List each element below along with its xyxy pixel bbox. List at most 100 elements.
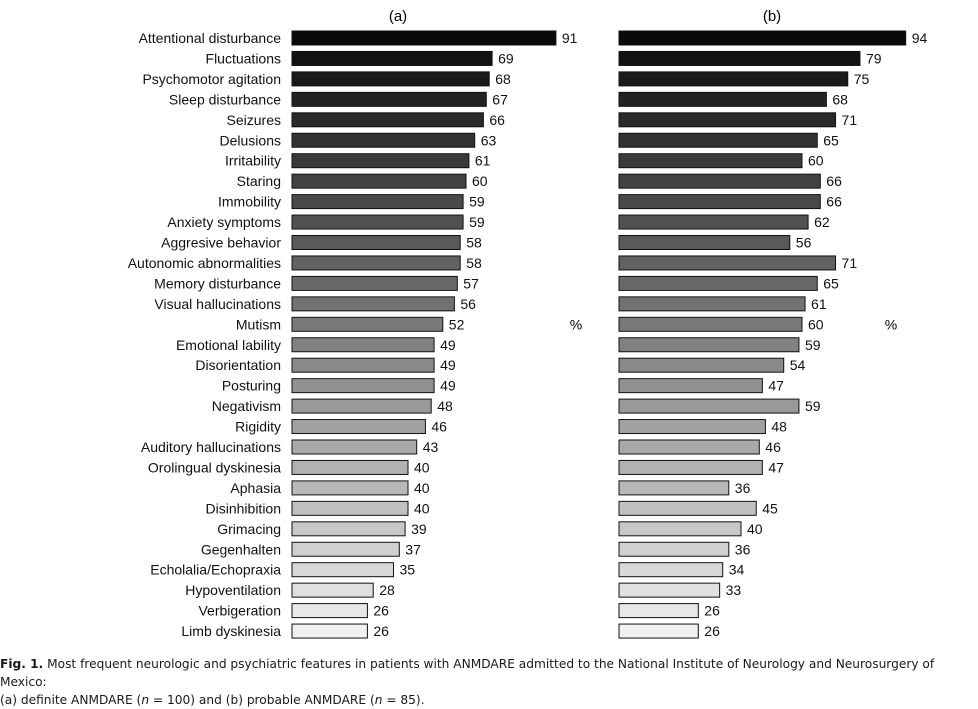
data-label-a: 39	[411, 521, 427, 537]
category-label: Anxiety symptoms	[167, 214, 281, 230]
caption-text-1: Most frequent neurologic and psychiatric…	[0, 657, 935, 689]
category-label: Echolalia/Echopraxia	[150, 562, 281, 578]
category-label: Fluctuations	[206, 50, 281, 66]
panel-b: (b)9479756871656066666256716561605954475…	[618, 8, 927, 639]
bar-a	[291, 378, 435, 394]
data-label-a: 49	[440, 337, 456, 353]
data-label-a: 26	[373, 603, 389, 619]
bar-b	[618, 541, 730, 557]
bar-a	[291, 500, 409, 516]
category-label: Auditory hallucinations	[141, 439, 281, 455]
bar-a	[291, 541, 400, 557]
bar-b	[618, 439, 760, 455]
category-label: Orolingual dyskinesia	[148, 459, 281, 475]
data-label-b: 65	[823, 275, 839, 291]
bar-b	[618, 500, 757, 516]
bar-b	[618, 357, 785, 373]
bar-a	[291, 132, 476, 148]
data-label-b: 26	[704, 603, 720, 619]
bar-a	[291, 603, 368, 619]
bar-b	[618, 30, 907, 46]
bar-b	[618, 337, 800, 353]
data-label-b: 59	[805, 337, 821, 353]
bar-a	[291, 30, 557, 46]
bar-b	[618, 623, 699, 639]
bar-a	[291, 153, 470, 169]
category-label: Delusions	[220, 132, 281, 148]
data-label-b: 54	[790, 357, 806, 373]
category-label: Psychomotor agitation	[142, 71, 281, 87]
bar-b	[618, 419, 766, 435]
caption-line-2: (a) definite ANMDARE (n = 100) and (b) p…	[0, 691, 976, 709]
data-label-a: 60	[472, 173, 488, 189]
bar-b	[618, 480, 730, 496]
unit-label-a: %	[570, 316, 582, 332]
category-label: Disorientation	[195, 357, 281, 373]
data-label-a: 63	[481, 132, 497, 148]
bar-a	[291, 296, 455, 312]
bar-a	[291, 316, 444, 332]
data-label-a: 58	[466, 255, 482, 271]
data-label-a: 52	[449, 316, 465, 332]
bar-b	[618, 255, 837, 271]
bar-b	[618, 50, 861, 66]
bar-a	[291, 582, 374, 598]
data-label-b: 59	[805, 398, 821, 414]
data-label-b: 45	[762, 500, 778, 516]
data-label-b: 36	[735, 541, 751, 557]
bar-a	[291, 255, 461, 271]
figure-caption: Fig. 1. Most frequent neurologic and psy…	[0, 655, 976, 709]
data-label-b: 61	[811, 296, 827, 312]
data-label-b: 66	[826, 173, 842, 189]
caption-text-2b: = 100) and (b) probable ANMDARE (	[149, 693, 375, 707]
bar-b	[618, 235, 791, 250]
category-label: Aggresive behavior	[161, 235, 281, 251]
bar-b	[618, 378, 763, 394]
figure-canvas: Attentional disturbance Fluctuations Psych…	[128, 8, 928, 639]
bar-a	[291, 173, 467, 189]
category-label: Grimacing	[217, 521, 281, 537]
data-label-a: 49	[440, 378, 456, 394]
category-label: Autonomic abnormalities	[128, 255, 281, 271]
category-label: Seizures	[227, 112, 281, 128]
category-label: Hypoventilation	[185, 582, 281, 598]
bar-a	[291, 480, 409, 496]
bar-a	[291, 398, 432, 414]
bar-a	[291, 521, 406, 537]
category-label: Visual hallucinations	[154, 296, 281, 312]
data-label-b: 65	[823, 132, 839, 148]
bar-a	[291, 623, 368, 639]
bar-b	[618, 132, 818, 148]
category-label: Posturing	[222, 378, 281, 394]
bar-b	[618, 562, 724, 578]
data-label-a: 61	[475, 153, 491, 169]
panel-title-a: (a)	[389, 8, 407, 25]
data-label-b: 68	[832, 91, 848, 107]
panel-title-b: (b)	[763, 8, 781, 25]
data-label-b: 62	[814, 214, 830, 230]
bar-a	[291, 357, 435, 373]
data-label-b: 66	[826, 194, 842, 210]
data-label-b: 56	[796, 235, 812, 251]
bar-a	[291, 439, 418, 455]
bar-a	[291, 419, 426, 435]
data-label-a: 26	[373, 623, 389, 639]
data-label-b: 60	[808, 316, 824, 332]
bar-a	[291, 71, 490, 87]
data-label-a: 67	[492, 91, 508, 107]
data-label-b: 79	[866, 50, 882, 66]
data-label-b: 33	[726, 582, 742, 598]
data-label-a: 37	[405, 541, 421, 557]
caption-text-2a: (a) definite ANMDARE (	[0, 693, 142, 707]
category-label: Immobility	[218, 194, 281, 210]
data-label-a: 35	[400, 562, 416, 578]
data-label-a: 43	[423, 439, 439, 455]
category-label: Mutism	[236, 316, 281, 332]
data-label-b: 26	[704, 623, 720, 639]
data-label-b: 71	[842, 112, 858, 128]
data-label-b: 71	[842, 255, 858, 271]
category-label: Irritability	[225, 153, 281, 169]
bar-b	[618, 112, 837, 128]
data-label-b: 46	[765, 439, 781, 455]
bar-a	[291, 562, 394, 578]
